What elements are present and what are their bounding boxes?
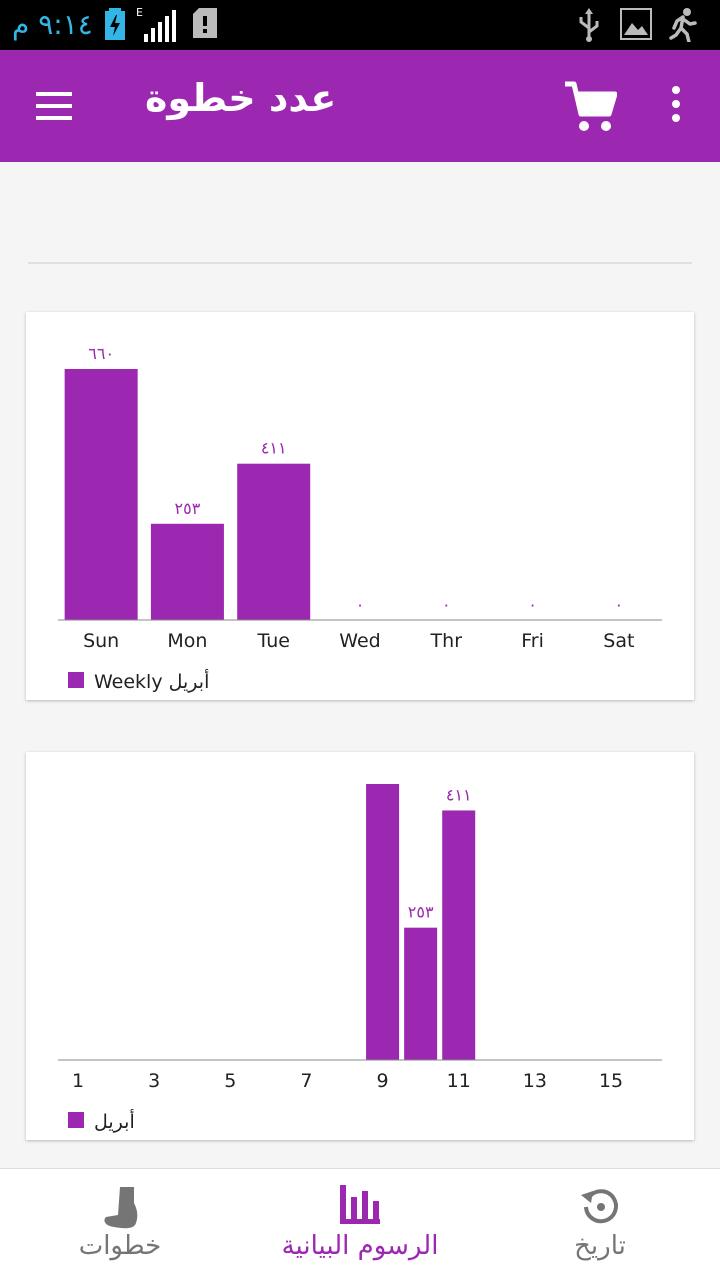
bar-chart-icon [340, 1185, 380, 1224]
network-type: E [136, 6, 143, 19]
x-tick-label: Wed [339, 630, 380, 652]
x-tick-label: Thr [430, 630, 463, 652]
legend-label: أبريل [94, 1109, 135, 1133]
x-tick-label: 11 [447, 1070, 471, 1092]
data-label: ٤١١ [446, 785, 472, 804]
divider [28, 262, 692, 264]
status-time: ٩:١٤ م [12, 8, 93, 41]
nav-item-history[interactable]: تاريخ [520, 1169, 680, 1281]
data-label: ٢٥٣ [408, 903, 434, 922]
x-tick-label: 13 [523, 1070, 547, 1092]
weekly-bar-chart: ٦٦٠ Sun ٢٥٣ Mon ٤١١ Tue ٠ Wed ٠ Thr ٠ Fri ٠ Sat Weekly… [58, 344, 662, 693]
data-label: ٠ [615, 595, 624, 614]
bar [442, 810, 476, 1060]
nav-item-charts[interactable]: الرسوم البيانية [250, 1169, 470, 1281]
x-tick-label: 7 [300, 1070, 312, 1092]
signal-icon [144, 10, 176, 42]
weekly-chart-card: ٦٦٠ Sun ٢٥٣ Mon ٤١١ Tue ٠ Wed ٠ Thr ٠ Fri ٠ Sat Weekly… [26, 312, 694, 700]
x-tick-label: Mon [167, 630, 207, 652]
menu-icon[interactable] [36, 92, 76, 120]
data-label: ٠ [356, 595, 365, 614]
data-label: ٦٦٠ [88, 344, 114, 363]
x-tick-label: 5 [224, 1070, 236, 1092]
cart-icon[interactable] [563, 80, 617, 134]
nav-item-steps[interactable]: خطوات [40, 1169, 200, 1281]
more-vert-icon[interactable] [666, 86, 686, 126]
data-label: ٢٥٣ [175, 499, 201, 518]
x-tick-label: Fri [521, 630, 544, 652]
history-icon [581, 1189, 618, 1224]
bottom-nav: خطوات الرسوم البيانية تاريخ [0, 1168, 720, 1281]
nav-label-history: تاريخ [574, 1231, 626, 1261]
x-tick-label: 9 [377, 1070, 389, 1092]
bar [64, 369, 138, 620]
bar [366, 784, 400, 1060]
data-label: ٠ [528, 595, 537, 614]
legend-swatch [68, 672, 84, 688]
usb-icon [579, 8, 599, 42]
x-tick-label: 1 [72, 1070, 84, 1092]
status-bar: ٩:١٤ م E [0, 0, 720, 50]
page-title: عدد خطوة [145, 76, 337, 120]
legend-swatch [68, 1112, 84, 1128]
data-label: ٠ [442, 595, 451, 614]
x-tick-label: Tue [256, 630, 289, 652]
data-label: ٤١١ [261, 439, 287, 458]
foot-icon [104, 1187, 138, 1229]
sd-card-icon [193, 8, 217, 38]
app-bar: عدد خطوة [0, 50, 720, 162]
walking-man-icon [669, 8, 697, 42]
legend-label: Weekly أبريل [94, 669, 209, 693]
x-tick-label: 3 [148, 1070, 160, 1092]
x-tick-label: 15 [599, 1070, 623, 1092]
bar [237, 463, 311, 620]
nav-label-charts: الرسوم البيانية [281, 1231, 439, 1261]
battery-charging-icon [105, 8, 125, 40]
nav-label-steps: خطوات [78, 1231, 162, 1261]
x-tick-label: Sun [83, 630, 119, 652]
image-icon [620, 8, 652, 40]
bar [150, 523, 224, 620]
bar [404, 927, 438, 1060]
x-tick-label: Sat [603, 630, 634, 652]
daily-chart-card: ٢٥٣ ٤١١ 1 3 5 7 9 11 13 15 أبريل [26, 752, 694, 1140]
